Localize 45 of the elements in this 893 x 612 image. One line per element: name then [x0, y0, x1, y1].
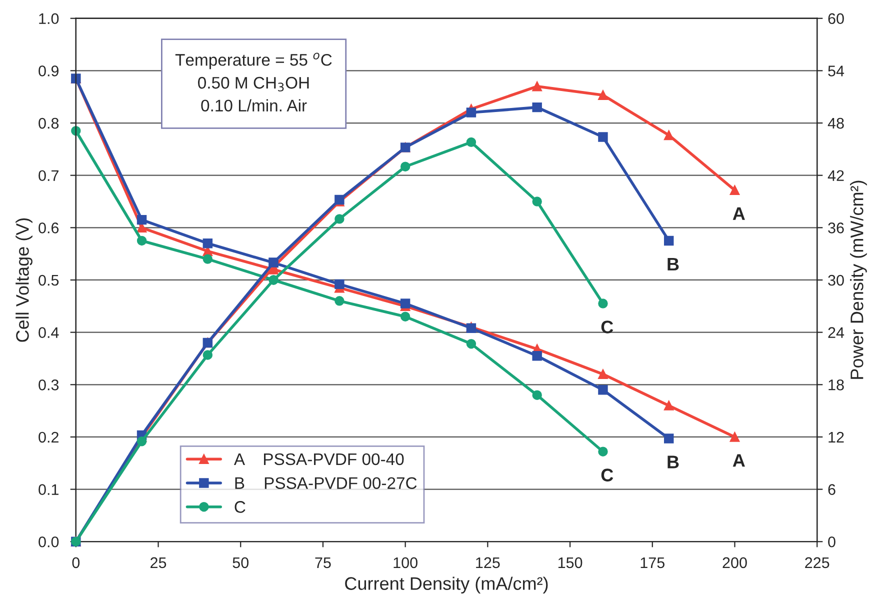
annotation: B — [668, 456, 679, 468]
y2-tick-label: 30 — [828, 274, 844, 286]
y2-tick-label: 6 — [828, 484, 836, 495]
y-tick-label: 0.3 — [38, 380, 59, 390]
y2-tick-label: 24 — [828, 327, 844, 338]
x-axis-title: Current Density (mA/cm²) — [345, 576, 548, 594]
x-tick-label: 150 — [558, 557, 582, 568]
y2-tick-label: 60 — [828, 13, 844, 24]
y2-tick-label: 48 — [828, 118, 844, 129]
annotation: B — [668, 258, 679, 270]
legend-label: C — [234, 501, 246, 513]
y2-tick-label: 36 — [828, 222, 844, 234]
annotation: C — [601, 320, 614, 334]
y2-axis-title: Power Density (mW/cm²) — [850, 180, 867, 379]
y-tick-label: 0.5 — [38, 274, 59, 286]
x-tick-label: 225 — [805, 557, 830, 568]
x-tick-label: 100 — [394, 557, 418, 568]
y-tick-label: 0.9 — [38, 66, 59, 76]
y-tick-label: 0.1 — [38, 484, 58, 495]
y-tick-label: 0.2 — [38, 432, 58, 443]
x-tick-label: 125 — [476, 557, 500, 568]
y-tick-label: 0.0 — [38, 536, 59, 548]
text: Temperature = 55 $^{o}$C 0.50 M CH$_{3}$OH 0.10 L/min. Air — [175, 52, 332, 112]
annotation: C — [601, 468, 614, 482]
annotation: A — [732, 454, 745, 467]
annotation: A — [732, 207, 745, 220]
y-tick-label: 0.8 — [38, 118, 59, 129]
y-axis-title: Cell Voltage (V) — [16, 218, 32, 342]
y-tick-label: 0.4 — [38, 327, 59, 338]
x-tick-label: 75 — [315, 557, 331, 568]
y2-tick-label: 18 — [828, 380, 844, 390]
y2-tick-label: 42 — [828, 170, 844, 181]
x-tick-label: 25 — [150, 557, 166, 568]
y-tick-label: 0.7 — [38, 170, 58, 182]
y2-tick-label: 12 — [828, 432, 844, 443]
legend-label: A PSSA-PVDF 00-40 — [234, 453, 404, 466]
y-tick-label: 1.0 — [39, 13, 59, 24]
x-tick-label: 200 — [722, 557, 747, 568]
y-tick-label: 0.6 — [38, 222, 59, 234]
x-tick-label: 0 — [72, 557, 80, 568]
x-tick-label: 175 — [640, 557, 664, 568]
y2-tick-label: 0 — [828, 536, 836, 548]
legend-label: B PSSA-PVDF 00-27C — [235, 477, 417, 489]
y2-tick-label: 54 — [828, 66, 844, 76]
x-tick-label: 50 — [232, 557, 249, 568]
